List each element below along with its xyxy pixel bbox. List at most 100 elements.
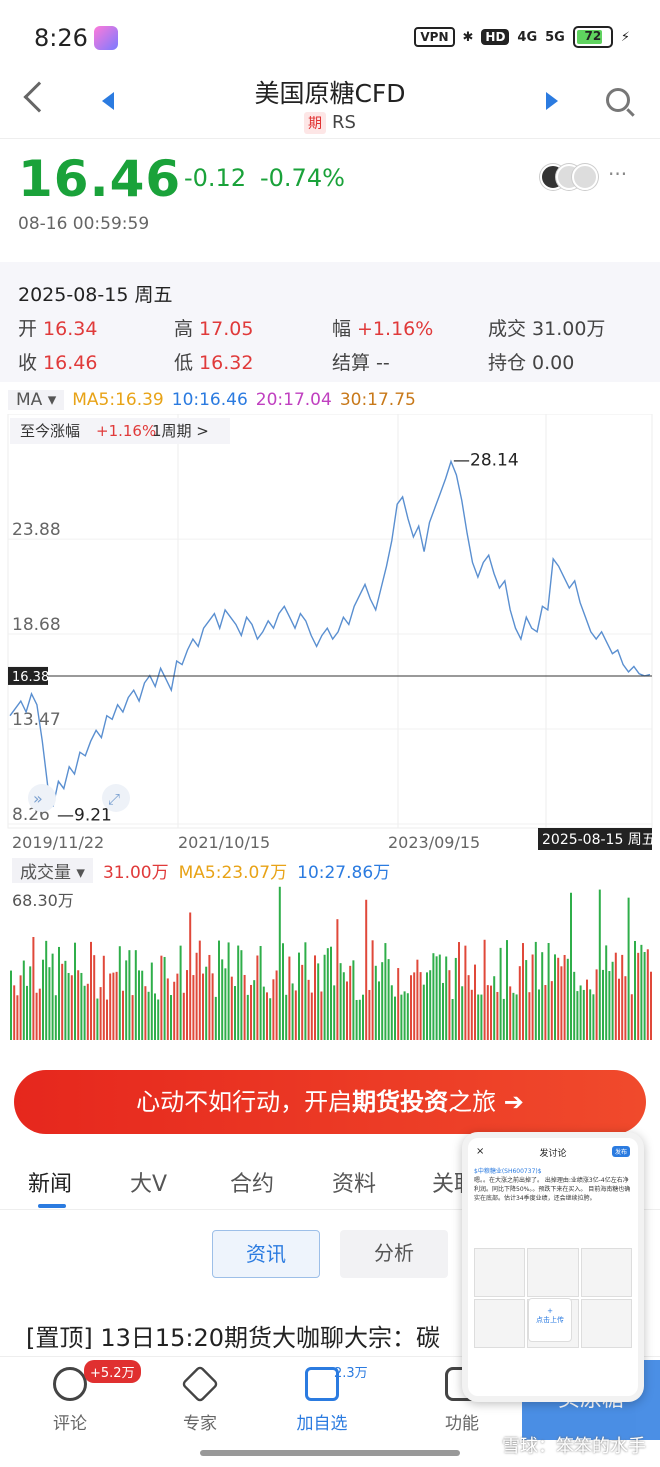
expert-button[interactable]: 专家 [160, 1364, 240, 1434]
follower-avatars[interactable] [540, 164, 598, 190]
volume-bar [483, 939, 486, 1040]
ma30-value: 30:17.75 [339, 390, 416, 410]
volume-bar [451, 998, 454, 1040]
volume-bar [438, 954, 441, 1040]
volume-bar [528, 992, 531, 1040]
volume-bar [419, 972, 422, 1040]
volume-bar [640, 944, 643, 1040]
volume-bar [448, 970, 451, 1040]
expand-icon[interactable] [28, 784, 56, 812]
instrument-code: 期 RS [0, 112, 660, 134]
range-label: 至今涨幅 [20, 422, 80, 440]
search-icon[interactable] [606, 88, 630, 112]
tab-bigv[interactable]: 大V [130, 1172, 168, 1197]
volume-bar [509, 986, 512, 1040]
battery-icon: 72 [572, 26, 613, 48]
upload-button[interactable]: + 点击上传 [528, 1298, 572, 1342]
volume-bar [464, 945, 467, 1040]
volume-bar [125, 960, 128, 1040]
volume-bar [330, 946, 332, 1040]
volume-bar [403, 991, 406, 1040]
volume-bar [374, 965, 377, 1040]
high-cell: 高 17.05 [174, 318, 254, 340]
volume-bar [134, 950, 137, 1040]
volume-bar [627, 897, 630, 1040]
bluetooth-icon: ✱ [462, 29, 474, 45]
close-icon[interactable]: × [476, 1146, 485, 1157]
volume-bar [378, 981, 380, 1040]
volume-bar [410, 975, 412, 1040]
promo-banner[interactable]: 心动不如行动，开启期货投资之旅 ➔ [14, 1070, 646, 1134]
y-tick-label: 23.88 [12, 520, 61, 540]
volume-bar [630, 994, 633, 1040]
volume-bar [160, 955, 163, 1040]
range-period[interactable]: 1周期 > [152, 422, 209, 440]
min-label: —9.21 [57, 806, 112, 826]
volume-bar [445, 956, 448, 1040]
volume-bar [83, 985, 86, 1040]
volume-bar [26, 985, 28, 1040]
volume-bar [106, 999, 108, 1040]
home-indicator[interactable] [200, 1450, 460, 1456]
volume-bar [442, 982, 444, 1040]
watch-count: 2.3万 [334, 1366, 368, 1381]
volume-bar [486, 985, 489, 1040]
volume-bar [490, 985, 492, 1040]
content-tabs: 新闻 大V 合约 资料 关联 [0, 1158, 660, 1210]
volume-bar [122, 990, 124, 1040]
volume-bar [218, 940, 220, 1040]
volume-bar [611, 961, 614, 1040]
ohlc-panel: 2025-08-15 周五 开 16.34 高 17.05 幅 +1.16% 成交 31… [0, 262, 660, 382]
volume-bar [38, 988, 41, 1040]
add-watchlist-button[interactable]: 加自选 [282, 1367, 362, 1434]
volume-bar [570, 892, 572, 1040]
more-icon[interactable]: ··· [608, 162, 628, 186]
prev-instrument-icon[interactable] [102, 92, 114, 110]
volume-bar [474, 964, 476, 1040]
volume-bar [390, 985, 393, 1040]
news-item[interactable]: [置顶] 13日15:20期货大咖聊大宗：碳 [26, 1324, 441, 1352]
volume-bar [339, 963, 342, 1040]
volume-bar [493, 976, 496, 1040]
charging-icon: ⚡ [620, 29, 630, 45]
volume-bar [381, 962, 384, 1040]
publish-button[interactable]: 发布 [611, 1146, 630, 1157]
next-instrument-icon[interactable] [546, 92, 558, 110]
volume-bar [256, 955, 259, 1040]
fullscreen-icon[interactable] [102, 784, 130, 812]
tab-news[interactable]: 新闻 [28, 1172, 73, 1197]
volume-bar [458, 942, 460, 1040]
ma-selector[interactable]: MA ▾ [8, 390, 65, 410]
volume-bar [534, 941, 537, 1040]
tab-contract[interactable]: 合约 [230, 1172, 275, 1197]
volume-bar [387, 959, 390, 1040]
tab-profile[interactable]: 资料 [332, 1172, 377, 1197]
volume-bar [307, 979, 310, 1040]
volume-selector[interactable]: 成交量 ▾ [12, 858, 93, 883]
floating-post-preview[interactable]: × 发讨论 发布 $中粮糖业(SH600737)$ 嗯。。在大涨之前出掉了。 出掉… [462, 1132, 644, 1402]
analysis-filter-button[interactable]: 分析 [340, 1230, 448, 1278]
volume-bar [237, 945, 240, 1040]
news-filter-button[interactable]: 资讯 [212, 1230, 320, 1278]
signal-5g-icon: 5G [545, 29, 565, 45]
y-tick-label: 18.68 [12, 615, 61, 635]
page-title: 美国原糖CFD [254, 79, 406, 108]
comment-button[interactable]: 评论 [30, 1367, 110, 1434]
low-cell: 低 16.32 [174, 352, 254, 374]
volume-bar [589, 989, 592, 1040]
volume-bar [506, 940, 508, 1040]
volume-bar [310, 992, 313, 1040]
volume-bar [19, 975, 22, 1040]
watermark: 雪球：笨笨的水手 [502, 1436, 646, 1457]
volume-bar [470, 989, 473, 1040]
volume-bar [48, 967, 51, 1040]
volume-bar [592, 994, 595, 1040]
volume-chart[interactable]: 68.30万 [0, 856, 660, 1042]
volume-bar [246, 994, 249, 1040]
volume-bar [634, 940, 636, 1040]
volume-bar [614, 952, 617, 1040]
volume-bar [502, 998, 505, 1040]
volume-bar [179, 945, 182, 1040]
volume-bar [576, 991, 579, 1040]
